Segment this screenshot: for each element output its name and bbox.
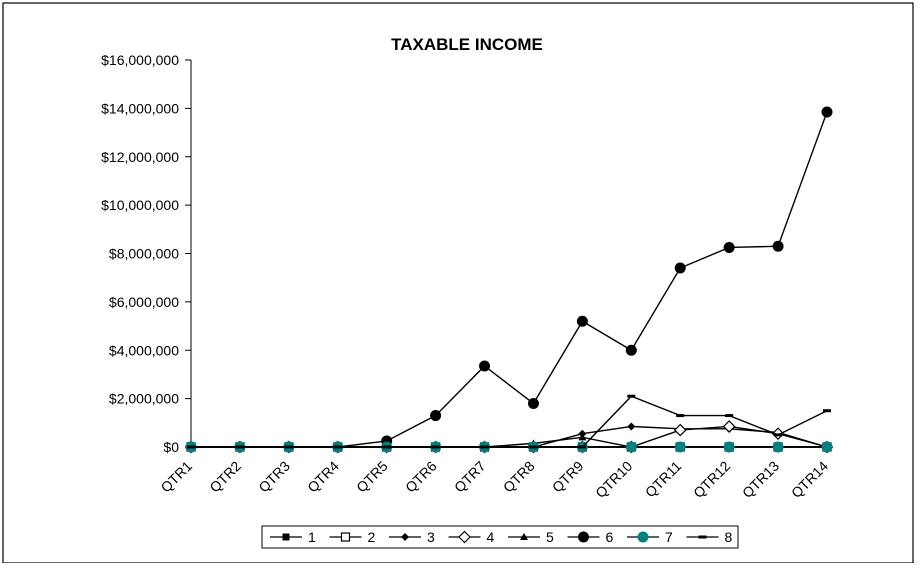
legend-item: 3 [389, 529, 435, 545]
data-point [772, 240, 784, 252]
data-point [676, 414, 685, 418]
data-point [576, 315, 588, 327]
data-point [722, 420, 736, 433]
legend: 1 2 3 4 5 6 7 8 [261, 525, 739, 549]
data-point [520, 533, 528, 540]
data-point [401, 533, 409, 541]
legend-label: 5 [546, 529, 554, 545]
data-point [674, 441, 686, 453]
data-point [823, 409, 831, 413]
legend-label: 7 [665, 529, 673, 545]
data-point [627, 422, 636, 431]
data-point [458, 530, 471, 544]
data-point [698, 535, 707, 539]
legend-item: 1 [270, 529, 316, 545]
data-point [772, 441, 784, 453]
series-lines [184, 106, 834, 454]
data-point [578, 531, 589, 543]
data-point [431, 445, 440, 449]
legend-label: 2 [368, 529, 376, 545]
legend-label: 3 [427, 529, 435, 545]
data-point [340, 532, 351, 542]
y-tick-label: $10,000,000 [101, 197, 179, 213]
y-tick-label: $2,000,000 [109, 391, 179, 407]
legend-item: 2 [329, 529, 376, 545]
data-point [637, 531, 649, 543]
y-tick-label: $6,000,000 [109, 294, 179, 310]
series-8 [187, 394, 831, 449]
y-tick-label: $12,000,000 [101, 149, 179, 165]
series-line [191, 395, 828, 448]
data-point [673, 423, 687, 437]
data-point [674, 262, 686, 274]
data-point [723, 241, 735, 253]
data-point [187, 445, 195, 449]
data-point [625, 344, 637, 356]
data-point [821, 441, 833, 453]
data-point [578, 445, 587, 449]
chart-title: TAXABLE INCOME [391, 35, 543, 54]
legend-item: 6 [567, 529, 614, 545]
legend-item: 4 [448, 529, 495, 545]
legend-box [261, 525, 739, 549]
data-point [382, 445, 391, 449]
data-point [284, 445, 293, 449]
legend-item: 7 [627, 529, 673, 545]
legend-label: 4 [487, 529, 495, 545]
data-point [821, 106, 833, 118]
data-point [578, 433, 587, 441]
y-tick-label: $4,000,000 [109, 342, 179, 358]
legend-label: 1 [308, 529, 316, 545]
y-tick-label: $8,000,000 [109, 246, 179, 262]
data-point [527, 397, 539, 409]
legend-label: 8 [725, 529, 733, 545]
data-point [333, 445, 342, 449]
legend-item: 5 [508, 529, 554, 545]
data-point [235, 445, 244, 449]
data-point [430, 410, 442, 422]
data-point [725, 414, 734, 418]
data-point [625, 441, 637, 453]
data-point [529, 445, 538, 449]
data-point [627, 394, 636, 398]
legend-item: 8 [686, 529, 733, 545]
data-point [480, 445, 489, 449]
legend-label: 6 [606, 529, 614, 545]
data-point [282, 533, 290, 541]
data-point [479, 360, 491, 372]
y-tick-label: $16,000,000 [101, 52, 179, 68]
y-tick-label: $14,000,000 [101, 100, 179, 116]
data-point [723, 441, 735, 453]
y-tick-label: $0 [163, 439, 179, 455]
data-point [774, 433, 783, 437]
